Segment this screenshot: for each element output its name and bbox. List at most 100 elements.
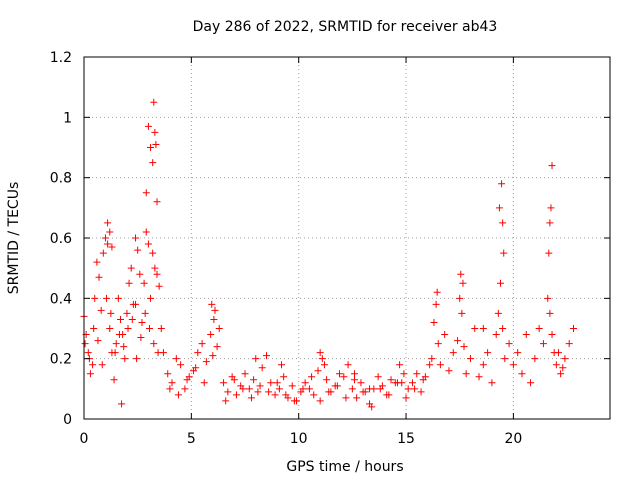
data-point <box>419 376 427 384</box>
data-point <box>153 198 161 206</box>
x-tick-label: 10 <box>290 431 308 447</box>
data-point <box>210 315 218 323</box>
data-point <box>247 394 255 402</box>
data-point <box>194 349 202 357</box>
data-point <box>396 361 404 369</box>
data-point <box>111 349 119 357</box>
data-point <box>335 370 343 378</box>
data-point <box>155 282 163 290</box>
y-tick-label: 1 <box>63 110 72 126</box>
data-point <box>95 273 103 281</box>
data-point <box>220 379 228 387</box>
data-point <box>314 367 322 375</box>
grid <box>84 57 610 419</box>
data-point <box>498 180 506 188</box>
data-point <box>142 228 150 236</box>
chart-title: Day 286 of 2022, SRMTID for receiver ab4… <box>193 19 498 35</box>
data-point <box>501 355 509 363</box>
data-point <box>256 382 264 390</box>
data-point <box>150 340 158 348</box>
data-point <box>118 400 126 408</box>
data-point <box>245 385 253 393</box>
data-point <box>138 318 146 326</box>
data-point <box>222 397 230 405</box>
y-tick-label: 0.2 <box>50 352 72 368</box>
data-point <box>149 159 157 167</box>
data-point <box>258 364 266 372</box>
data-point <box>559 364 567 372</box>
x-tick-labels: 0 5 10 15 20 <box>80 431 523 447</box>
data-point <box>271 391 279 399</box>
data-point <box>209 352 217 360</box>
data-point <box>239 385 247 393</box>
data-point <box>561 355 569 363</box>
data-point <box>99 249 107 257</box>
data-point <box>215 325 223 332</box>
data-point <box>282 391 290 399</box>
data-point <box>428 355 436 363</box>
data-point <box>475 373 483 381</box>
data-point <box>150 98 158 106</box>
data-point <box>402 394 410 402</box>
data-point <box>207 331 215 339</box>
data-point <box>97 306 105 314</box>
data-point <box>208 300 216 308</box>
data-point <box>385 391 393 399</box>
data-point <box>348 385 356 393</box>
data-point <box>466 355 474 363</box>
data-point <box>351 370 359 378</box>
data-point <box>518 370 526 378</box>
data-point <box>132 300 140 308</box>
data-point <box>144 240 152 248</box>
data-point <box>91 294 99 302</box>
data-point <box>280 373 288 381</box>
data-point <box>177 361 185 369</box>
data-point <box>112 340 120 348</box>
data-point <box>509 361 517 369</box>
data-point <box>459 279 467 287</box>
data-point <box>101 234 109 242</box>
y-tick-label: 0.6 <box>50 231 72 247</box>
data-point <box>458 309 466 317</box>
data-point <box>500 249 508 257</box>
data-point <box>86 370 94 378</box>
data-point <box>213 343 221 351</box>
data-point <box>305 385 313 393</box>
x-tick-label: 0 <box>80 431 89 447</box>
data-point <box>546 309 554 317</box>
data-point <box>432 300 440 308</box>
data-point <box>151 264 159 272</box>
data-point <box>499 219 507 227</box>
data-point <box>142 189 150 197</box>
data-point <box>454 337 462 345</box>
data-point <box>445 367 453 375</box>
data-point <box>436 361 444 369</box>
data-point <box>342 394 350 402</box>
data-point <box>250 376 258 384</box>
data-point <box>557 370 565 378</box>
data-point <box>104 219 112 227</box>
data-point <box>127 264 135 272</box>
data-point <box>344 361 352 369</box>
data-point <box>104 240 112 248</box>
data-point <box>548 162 556 170</box>
data-point <box>128 315 136 323</box>
data-point <box>133 355 141 363</box>
data-point <box>433 288 441 296</box>
data-point <box>522 331 530 339</box>
data-point <box>527 379 535 387</box>
data-point <box>115 331 123 339</box>
data-point <box>570 325 578 332</box>
data-point <box>488 379 496 387</box>
y-tick-label: 0 <box>63 412 72 428</box>
data-point <box>505 340 513 348</box>
data-point <box>132 234 140 242</box>
data-point <box>359 388 367 396</box>
data-point <box>110 376 118 384</box>
data-point <box>320 361 328 369</box>
data-point <box>484 349 492 357</box>
data-point <box>368 403 376 411</box>
data-point <box>316 349 324 357</box>
data-point <box>449 349 457 357</box>
